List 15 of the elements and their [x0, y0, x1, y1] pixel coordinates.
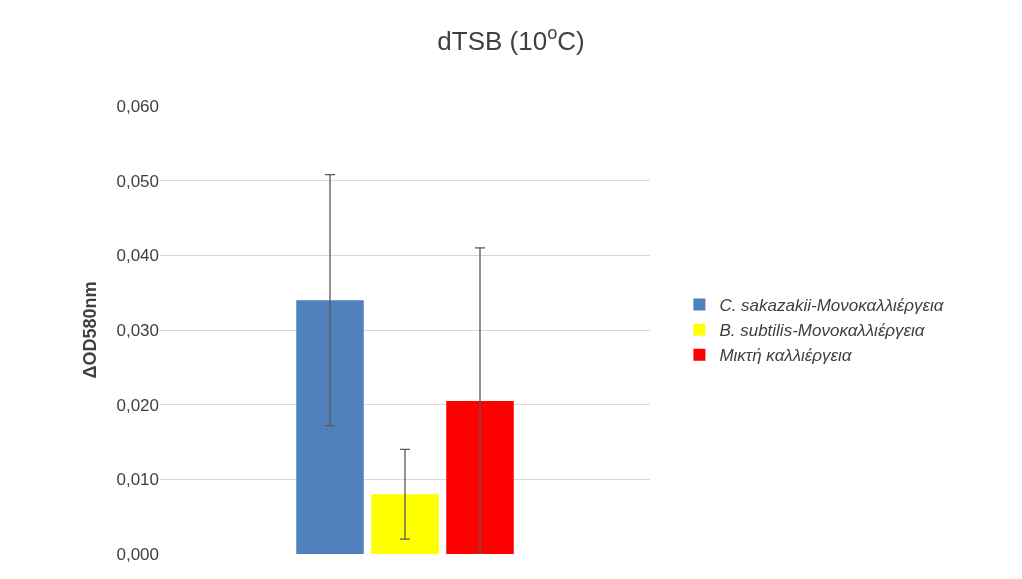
legend-label: B. subtilis-Μονοκαλλιέργεια	[719, 321, 926, 341]
y-tick-label: 0,050	[116, 171, 159, 191]
chart-title: dTSB (10$^{o}$C)	[437, 22, 585, 56]
y-tick-label: 0,000	[116, 544, 159, 564]
legend-label: Μικτή καλλιέργεια	[719, 346, 853, 366]
bar	[371, 494, 439, 554]
y-tick-label: 0,040	[116, 246, 159, 266]
y-tick-label: 0,010	[116, 470, 159, 490]
bar	[446, 400, 514, 554]
y-tick-label: 0,060	[116, 96, 159, 116]
legend-label: C. sakazakii-Μονοκαλλιέργεια	[719, 296, 945, 316]
y-tick-label: 0,030	[116, 320, 159, 340]
y-tick-label: 0,020	[116, 395, 159, 415]
bar	[296, 300, 364, 554]
y-axis-title: ΔOD580nm	[79, 281, 100, 379]
